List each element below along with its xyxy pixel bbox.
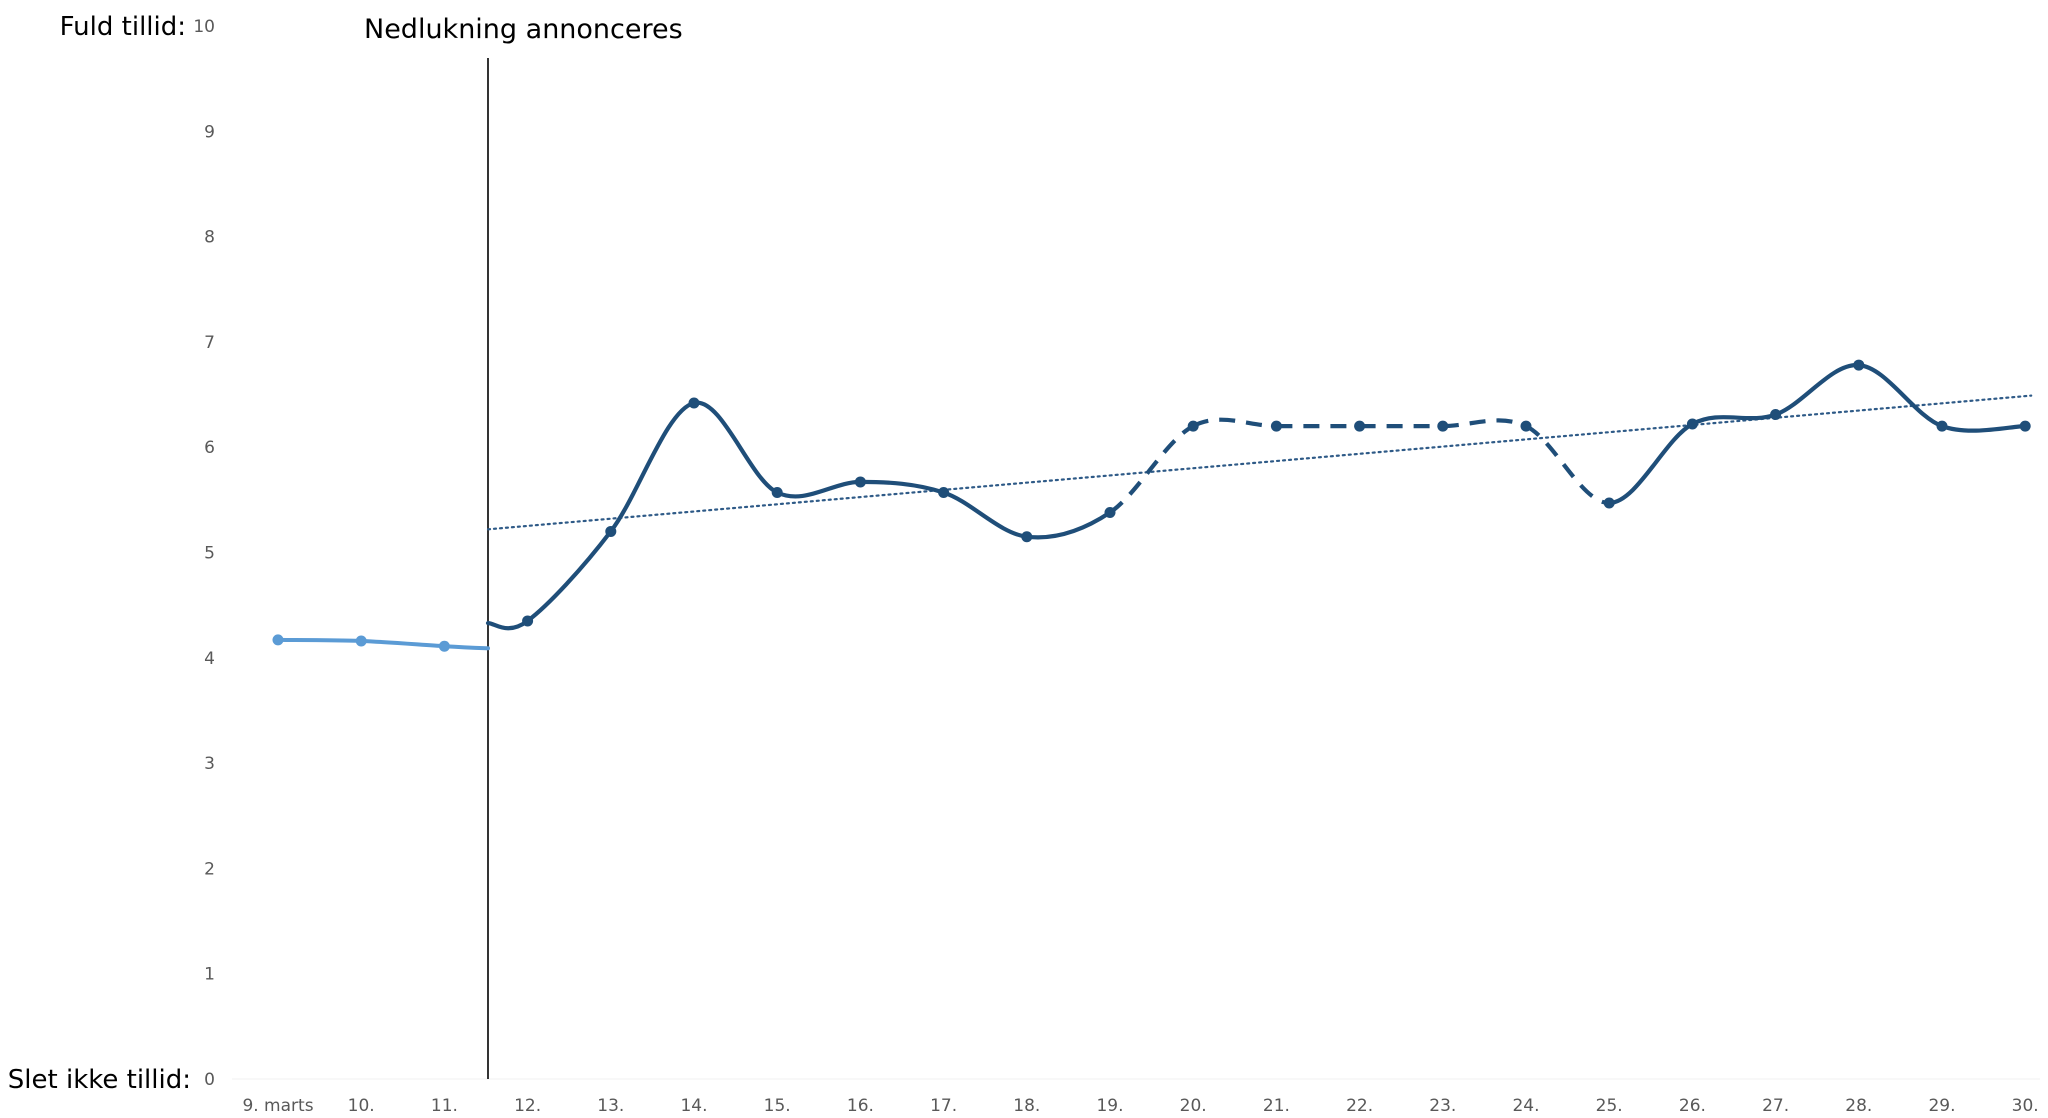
series-dark-point [1686, 418, 1698, 430]
y-tick-label: 2 [204, 859, 215, 879]
x-tick-label: 11. [431, 1096, 458, 1116]
series-dark-point [771, 486, 783, 498]
series-dark-point [1770, 409, 1782, 421]
x-tick-label: 22. [1346, 1096, 1373, 1116]
x-tick-label: 21. [1263, 1096, 1290, 1116]
series-dark-segment [775, 479, 863, 499]
x-tick-label: 23. [1429, 1096, 1456, 1116]
labels-layer: 0 1 2 3 4 5 6 7 8 9 10 Fuld tillid: Slet ikke tillid… [8, 12, 2039, 1116]
series-dark-point [1936, 420, 1948, 432]
x-tick-label: 30. [2012, 1096, 2039, 1116]
series-light-point [438, 640, 450, 652]
series-dark-point [522, 615, 534, 627]
series-light-point [272, 634, 284, 646]
series-dark-point [1520, 420, 1532, 432]
y-bottom-label: Slet ikke tillid: [8, 1065, 191, 1095]
x-tick-label: 28. [1845, 1096, 1872, 1116]
x-tick-label: 25. [1596, 1096, 1623, 1116]
series-dark-segment [1607, 421, 1695, 506]
y-tick-label: 1 [204, 965, 215, 985]
points-layer [272, 359, 2031, 652]
x-tick-label: 19. [1096, 1096, 1123, 1116]
x-tick-label: 16. [847, 1096, 874, 1116]
x-tick-label: 15. [764, 1096, 791, 1116]
series-dark-dashed-segment [1192, 417, 1277, 429]
series-dark-segment [1856, 363, 1945, 429]
x-tick-label: 10. [348, 1096, 375, 1116]
series-dark-point [1021, 531, 1033, 543]
series-dark-point [2019, 420, 2031, 432]
series-dark-segment [1939, 424, 2028, 433]
series-dark-point [1270, 420, 1282, 432]
annotation-label: Nedlukning annonceres [364, 14, 683, 45]
x-tick-label: 18. [1013, 1096, 1040, 1116]
y-tick-label: 9 [204, 122, 215, 142]
series-dark-segment [608, 400, 697, 534]
series-dark-point [688, 397, 700, 409]
series-dark-segment [1024, 510, 1113, 540]
x-tick-label: 9. marts [242, 1096, 313, 1116]
series-light-line [276, 637, 490, 651]
series-dark-point [1853, 359, 1865, 371]
x-tick-label: 13. [597, 1096, 624, 1116]
x-tick-label: 26. [1679, 1096, 1706, 1116]
y-tick-label: 6 [204, 438, 215, 458]
y-tick-label: 4 [204, 649, 215, 669]
y-top-label: Fuld tillid: [60, 12, 186, 42]
series-dark-point [1354, 420, 1366, 432]
series-dark-segment [691, 400, 780, 495]
x-tick-label: 20. [1180, 1096, 1207, 1116]
series-dark-segment [858, 479, 946, 495]
series-light-point [355, 635, 367, 647]
y-tick-label: 10 [193, 17, 215, 37]
x-tick-label: 27. [1762, 1096, 1789, 1116]
y-tick-label: 5 [204, 544, 215, 564]
series-dark-dashed-segment [1442, 418, 1527, 429]
x-tick-label: 17. [930, 1096, 957, 1116]
series-dark-point [1437, 420, 1449, 432]
series-dark-point [1603, 497, 1615, 509]
series-dark-segment [485, 618, 530, 631]
series-dark-segment [941, 490, 1029, 539]
series-layer [276, 362, 2028, 651]
series-dark-segment [1690, 412, 1778, 427]
series-dark-dashed-segment [1524, 424, 1610, 506]
x-tick-label: 29. [1928, 1096, 1955, 1116]
series-dark-point [605, 525, 617, 537]
series-dark-point [854, 476, 866, 488]
y-tick-label: 3 [204, 754, 215, 774]
y-tick-label: 8 [204, 228, 215, 248]
series-dark-point [1104, 506, 1116, 518]
series-dark-dashed-segment [1108, 424, 1195, 515]
y-tick-label: 0 [204, 1070, 215, 1090]
y-tick-label: 7 [204, 333, 215, 353]
x-tick-label: 14. [680, 1096, 707, 1116]
series-dark-point [1187, 420, 1199, 432]
x-tick-label: 12. [514, 1096, 541, 1116]
series-dark-segment [525, 529, 613, 623]
x-tick-label: 24. [1512, 1096, 1539, 1116]
series-dark-segment [1773, 362, 1861, 417]
series-dark-point [938, 486, 950, 498]
